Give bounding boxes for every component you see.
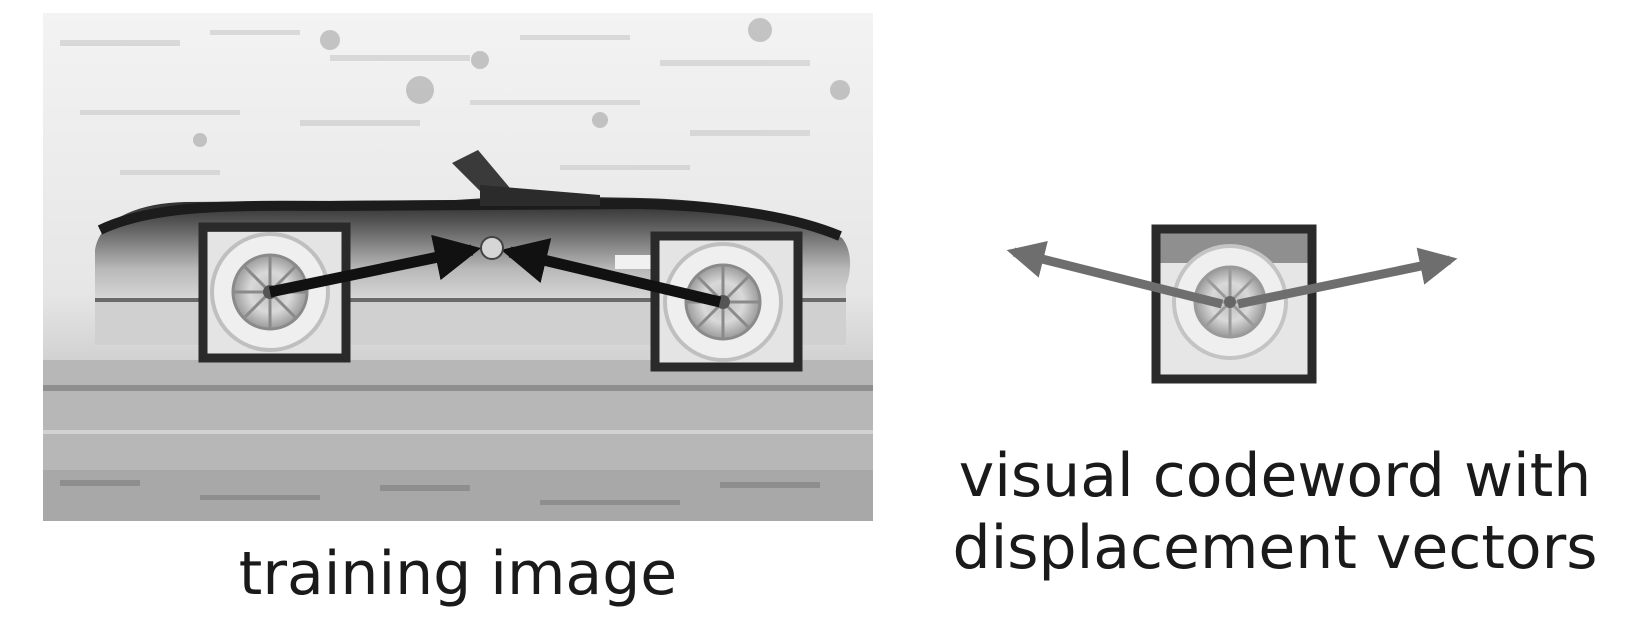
rear-wheel-patch-frame — [650, 231, 803, 372]
visual-codeword-frame — [1151, 224, 1317, 384]
visual-codeword-patch — [1160, 233, 1308, 375]
codeword-vector-right — [1237, 247, 1458, 309]
visual-codeword-caption-line1: visual codeword with — [958, 441, 1592, 511]
front-wheel-patch-frame — [198, 222, 351, 363]
object-center-point — [480, 236, 504, 260]
visual-codeword-caption-line2: displacement vectors — [952, 513, 1598, 583]
road — [43, 360, 873, 521]
training-image-caption: training image — [238, 539, 678, 609]
codeword-vector-left — [1006, 240, 1224, 309]
rear-wheel-vector — [501, 238, 722, 308]
training-image-photo — [43, 13, 873, 521]
wall-texture — [60, 30, 810, 175]
rear-wheel — [656, 240, 796, 364]
visual-codeword-caption: visual codeword with displacement vector… — [935, 440, 1615, 584]
front-wheel-vector — [268, 234, 482, 298]
